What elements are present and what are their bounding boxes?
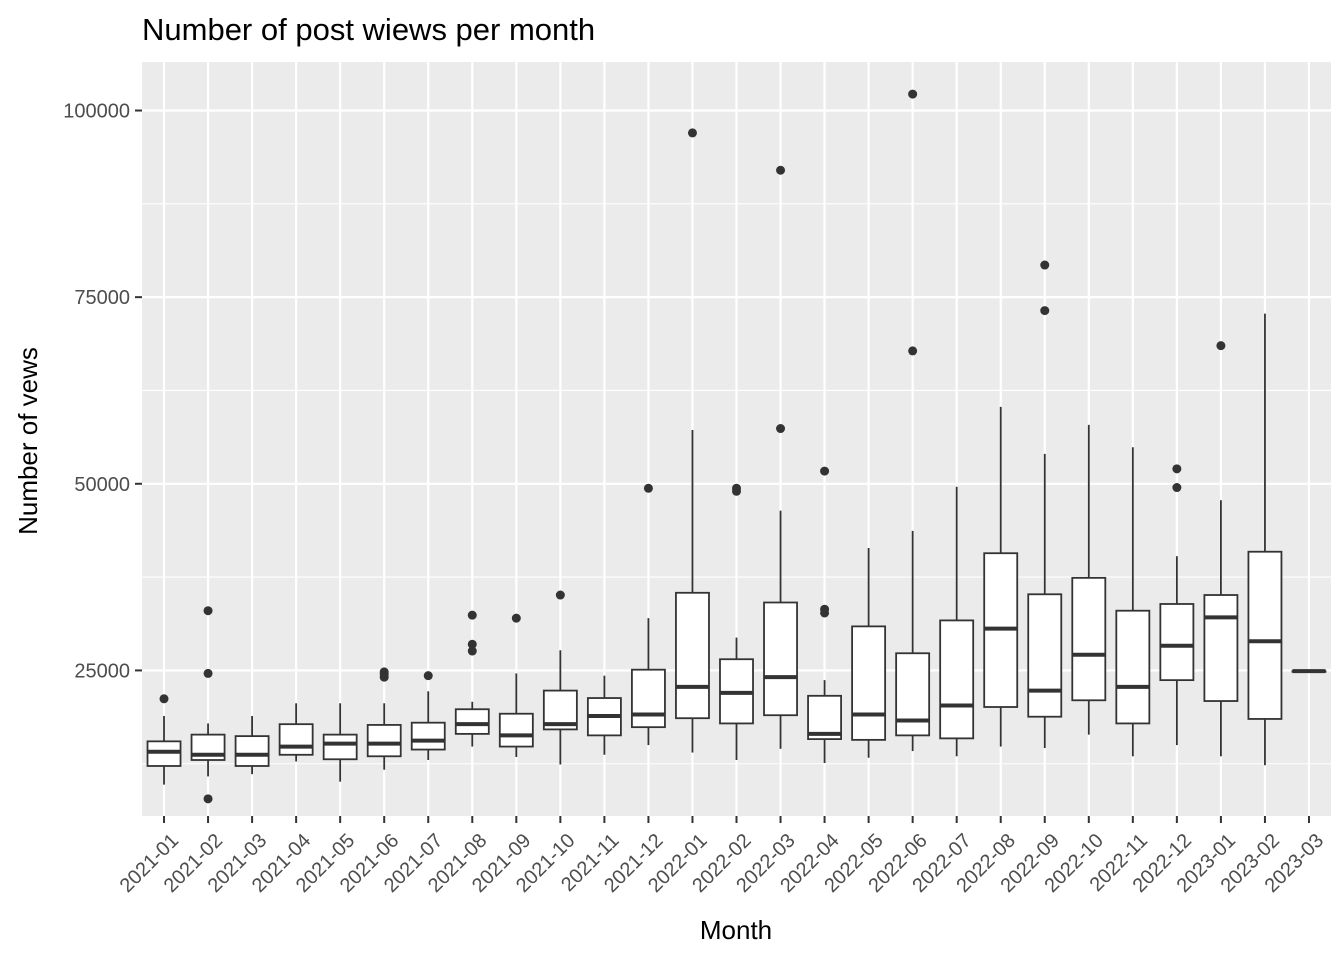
y-tick-label: 75000 <box>74 287 130 309</box>
outlier-point <box>203 794 213 804</box>
iqr-box <box>366 724 402 758</box>
box-2022-11 <box>1115 447 1151 757</box>
iqr-box <box>895 652 931 737</box>
y-tick-label: 100000 <box>63 101 130 123</box>
box-2022-03 <box>763 165 798 749</box>
box-2022-08 <box>983 406 1019 747</box>
box-2021-08 <box>454 610 490 747</box>
iqr-box <box>1115 609 1151 725</box>
x-axis-title: Month <box>700 915 772 945</box>
box-2022-06 <box>895 89 931 752</box>
box-2022-12 <box>1159 464 1195 746</box>
iqr-box <box>1203 594 1239 702</box>
outlier-point <box>467 646 477 656</box>
box-2021-06 <box>366 667 402 770</box>
outlier-point <box>643 483 653 493</box>
outlier-point <box>1172 483 1182 493</box>
outlier-point <box>467 639 477 649</box>
iqr-box <box>763 601 798 717</box>
box-2022-10 <box>1071 424 1107 735</box>
iqr-box <box>1247 550 1283 720</box>
outlier-point <box>776 424 786 434</box>
box-2022-01 <box>675 128 710 753</box>
box-2022-09 <box>1027 260 1063 749</box>
box-2021-10 <box>542 590 578 765</box>
box-2022-04 <box>807 466 842 763</box>
iqr-box <box>631 668 666 729</box>
outlier-point <box>423 671 433 681</box>
outlier-point <box>511 613 521 623</box>
iqr-box <box>278 723 314 756</box>
box-2021-02 <box>190 606 226 804</box>
box-2021-11 <box>586 675 622 755</box>
outlier-point <box>203 606 213 616</box>
iqr-box <box>1159 603 1195 682</box>
outlier-point <box>908 89 918 99</box>
outlier-point <box>203 668 213 678</box>
outlier-point <box>467 610 477 620</box>
iqr-box <box>410 721 446 751</box>
outlier-point <box>159 694 169 704</box>
iqr-box <box>1027 593 1063 718</box>
outlier-point <box>1216 341 1226 351</box>
outlier-point <box>555 590 565 600</box>
iqr-box <box>322 733 358 761</box>
box-2021-09 <box>498 613 534 758</box>
box-2021-04 <box>278 703 314 762</box>
chart-title: Number of post wiews per month <box>142 12 595 47</box>
outlier-point <box>820 608 830 618</box>
iqr-box <box>851 625 887 741</box>
y-axis-title: Number of vews <box>13 347 43 535</box>
box-2023-01 <box>1203 341 1239 757</box>
box-2022-02 <box>719 483 754 761</box>
box-2021-12 <box>631 483 666 746</box>
y-tick-label: 25000 <box>74 660 130 682</box>
outlier-point <box>776 165 786 175</box>
outlier-point <box>1172 464 1182 474</box>
outlier-point <box>379 672 389 682</box>
box-2022-07 <box>939 486 975 757</box>
box-2021-05 <box>322 703 358 782</box>
box-2021-01 <box>146 694 182 785</box>
box-2023-03 <box>1291 669 1327 674</box>
outlier-point <box>1040 260 1050 270</box>
x-axis: 2021-012021-022021-032021-042021-052021-… <box>116 816 1328 897</box>
box-2022-05 <box>851 547 887 758</box>
outlier-point <box>732 486 741 496</box>
outlier-point <box>1040 306 1050 316</box>
iqr-box <box>675 591 710 720</box>
box-2021-07 <box>410 671 446 761</box>
iqr-box <box>1071 576 1107 702</box>
outlier-point <box>687 128 697 138</box>
outlier-point <box>908 346 918 356</box>
box-2021-03 <box>234 715 270 775</box>
y-tick-label: 50000 <box>74 474 130 496</box>
iqr-box <box>234 735 270 767</box>
iqr-box <box>939 619 975 740</box>
iqr-box <box>498 712 534 748</box>
outlier-point <box>820 466 830 476</box>
box-series <box>146 89 1327 804</box>
iqr-box <box>454 708 490 735</box>
y-axis: 25000 50000 75000 100000 <box>63 101 142 682</box>
box-2023-02 <box>1247 313 1283 766</box>
